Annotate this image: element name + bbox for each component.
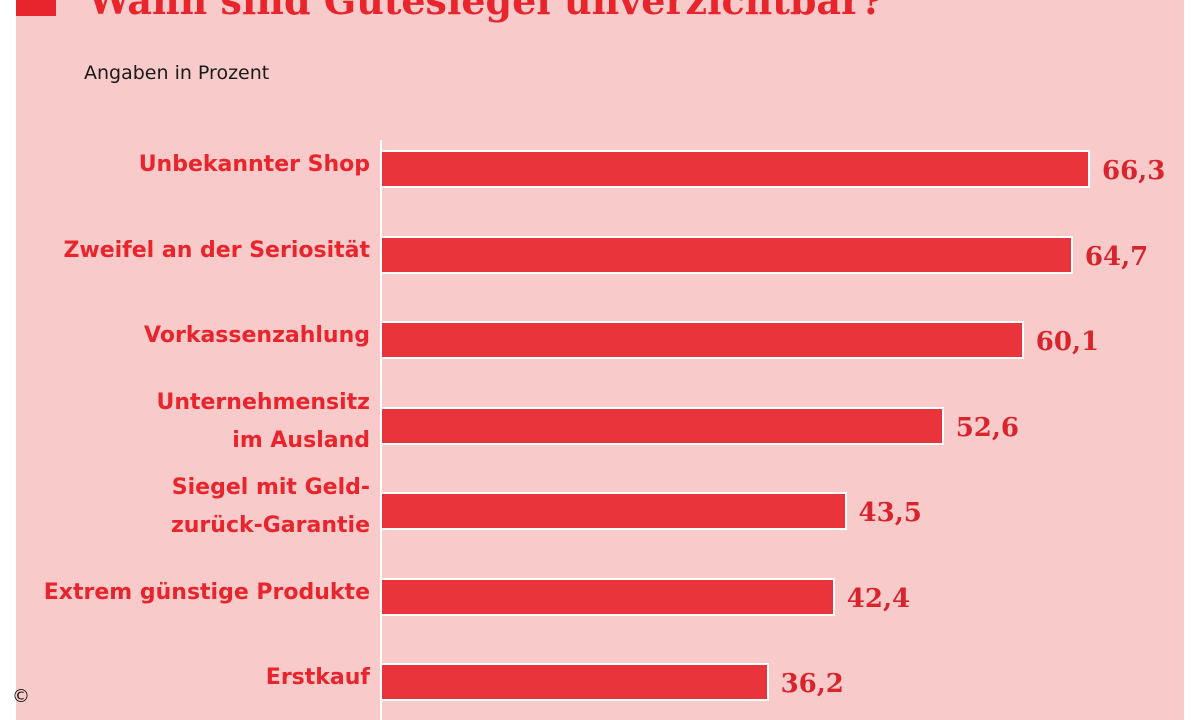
bar [382,150,1090,188]
category-label-line: Unbekannter Shop [138,152,370,177]
category-label: Unternehmensitz im Ausland [10,384,370,460]
bar [382,321,1024,359]
bar [382,406,944,445]
category-label-line: Unternehmensitz [156,389,370,415]
chart-subtitle: Angaben in Prozent [84,62,270,84]
bar [382,577,835,616]
bar [382,663,769,701]
category-label-line: im Ausland [232,427,370,453]
category-label-line: Siegel mit Geld- [171,475,370,500]
category-label-line: Erstkauf [265,665,370,690]
category-label: Siegel mit Geld-zurück-Garantie [10,469,370,545]
category-label: Zweifel an der Seriosität [10,232,370,270]
category-label-line: Vorkassenzahlung [144,323,370,348]
category-label: Vorkassenzahlung [10,317,370,355]
data-label: 64,7 [1084,241,1149,272]
chart-title: Wann sind Gütesiegel unverzichtbar? [88,0,884,23]
category-label-line: Extrem günstige Produkte [43,579,370,605]
bar [382,235,1073,274]
copyright-symbol: © [12,686,30,707]
category-label: Erstkauf [10,659,370,697]
data-label: 43,5 [858,498,922,528]
title-marker [16,0,56,16]
bar [382,492,847,530]
category-label: Unbekannter Shop [10,146,370,184]
data-label: 66,3 [1102,156,1166,186]
data-label: 60,1 [1035,327,1100,357]
data-label: 42,4 [846,583,911,614]
category-axis-line [380,140,382,720]
data-label: 52,6 [955,412,1020,443]
category-label-line: Zweifel an der Seriosität [63,237,370,263]
data-label: 36,2 [780,669,844,699]
category-label-line: zurück-Garantie [170,513,370,538]
category-label: Extrem günstige Produkte [10,574,370,612]
